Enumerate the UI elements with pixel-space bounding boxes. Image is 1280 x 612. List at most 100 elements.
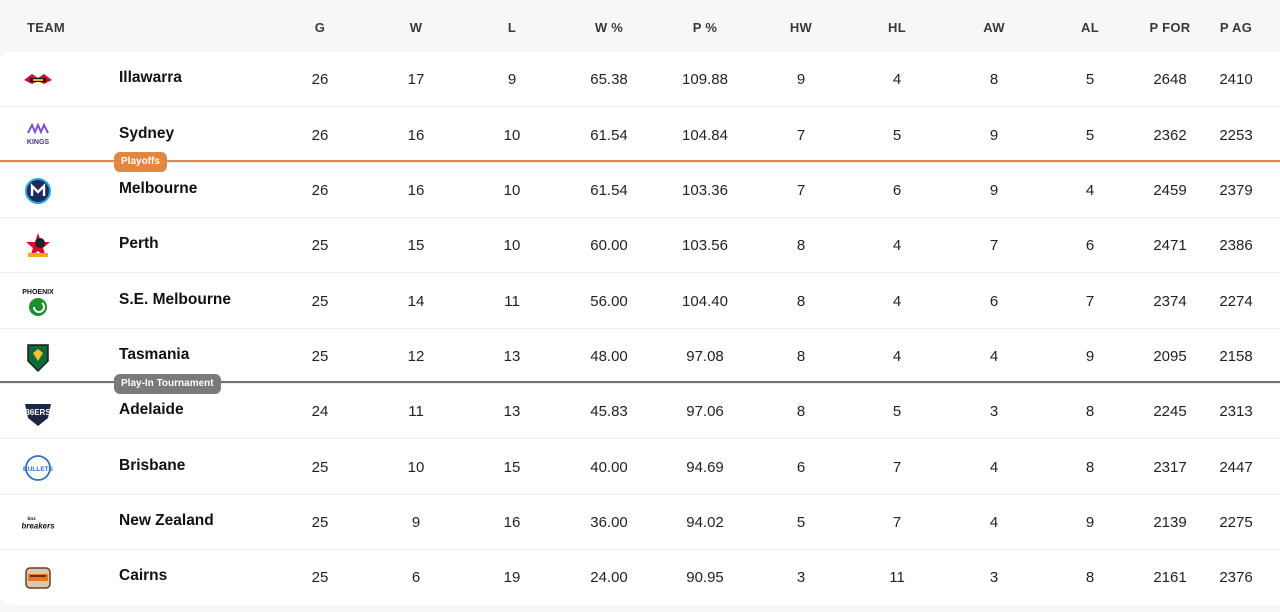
cell-wpct: 36.00 [590, 514, 628, 531]
table-row[interactable]: BULLETS Brisbane 25 10 15 40.00 94.69 6 7 4 8 2317 2… [0, 440, 1280, 495]
cell-aw: 4 [989, 459, 999, 476]
table-row[interactable]: Melbourne 26 16 10 61.54 103.36 7 6 9 4 2459 2379 [0, 163, 1280, 218]
cell-pfor: 2374 [1153, 293, 1187, 310]
cell-l: 9 [507, 71, 517, 88]
column-header-w[interactable]: W [409, 20, 423, 35]
cell-hl: 4 [892, 348, 902, 365]
table-row[interactable]: KINGS Sydney 26 16 10 61.54 104.84 7 5 9 5 2362 2253 [0, 108, 1280, 163]
cell-hl: 4 [892, 71, 902, 88]
cell-l: 19 [503, 569, 521, 586]
cell-hw: 3 [796, 569, 806, 586]
cell-hl: 11 [889, 569, 905, 586]
cell-al: 9 [1085, 514, 1095, 531]
team-name[interactable]: Sydney [119, 125, 175, 142]
table-row[interactable]: 36ERS Adelaide 24 11 13 45.83 97.06 8 5 3 8 2245 231… [0, 384, 1280, 439]
column-header-team[interactable]: TEAM [27, 20, 66, 35]
team-name[interactable]: Brisbane [119, 457, 186, 474]
table-row[interactable]: bnz breakers New Zealand 25 9 16 36.00 94.02 5 7 4… [0, 495, 1280, 550]
cell-hw: 7 [796, 127, 806, 144]
table-row[interactable]: Perth 25 15 10 60.00 103.56 8 4 7 6 2471 2386 [0, 218, 1280, 273]
column-header-g[interactable]: G [314, 20, 326, 35]
cell-pag: 2379 [1219, 182, 1253, 199]
cell-ppct: 104.40 [682, 293, 728, 310]
cell-ppct: 103.56 [682, 237, 728, 254]
cell-hw: 8 [796, 237, 806, 254]
cell-l: 10 [503, 182, 521, 199]
cell-pfor: 2095 [1153, 348, 1187, 365]
united-logo [22, 175, 54, 207]
cell-wpct: 40.00 [590, 459, 628, 476]
team-name[interactable]: S.E. Melbourne [119, 291, 231, 308]
cell-pag: 2410 [1219, 71, 1253, 88]
cell-pag: 2275 [1219, 514, 1253, 531]
cell-pag: 2447 [1219, 459, 1253, 476]
cell-pag: 2253 [1219, 127, 1253, 144]
36ers-logo: 36ERS [22, 396, 54, 428]
column-header-hw[interactable]: HW [789, 20, 813, 35]
cell-hw: 6 [796, 459, 806, 476]
taipans-logo [22, 562, 54, 594]
cell-hw: 8 [796, 348, 806, 365]
table-row[interactable]: PHOENIX S.E. Melbourne 25 14 11 56.00 104.40 8 4… [0, 274, 1280, 329]
column-header-hl[interactable]: HL [888, 20, 906, 35]
wildcats-logo [22, 230, 54, 262]
cell-wpct: 24.00 [590, 569, 628, 586]
cell-al: 4 [1085, 182, 1095, 199]
cell-hw: 7 [796, 182, 806, 199]
cell-al: 8 [1085, 569, 1095, 586]
cell-hl: 7 [892, 459, 902, 476]
column-header-l[interactable]: L [507, 20, 517, 35]
cell-hl: 6 [892, 182, 902, 199]
cell-pfor: 2471 [1153, 237, 1187, 254]
cell-g: 26 [311, 182, 329, 199]
cell-l: 10 [503, 237, 521, 254]
play-in-badge: Play-In Tournament [114, 374, 221, 394]
cell-ppct: 97.06 [686, 403, 724, 420]
cell-pfor: 2459 [1153, 182, 1187, 199]
cell-hl: 5 [892, 403, 902, 420]
table-row[interactable]: Tasmania 25 12 13 48.00 97.08 8 4 4 9 2095 2158 [0, 329, 1280, 384]
cell-g: 25 [311, 514, 329, 531]
team-name[interactable]: Illawarra [119, 69, 182, 86]
cell-wpct: 65.38 [590, 71, 628, 88]
phoenix-logo: PHOENIX [22, 286, 54, 318]
table-row[interactable]: Cairns 25 6 19 24.00 90.95 3 11 3 8 2161 2376 [0, 550, 1280, 605]
svg-text:bnz: bnz [27, 516, 36, 522]
cell-pag: 2376 [1219, 569, 1253, 586]
cell-g: 25 [311, 237, 329, 254]
team-name[interactable]: New Zealand [119, 512, 214, 529]
team-name[interactable]: Perth [119, 235, 159, 252]
svg-text:KINGS: KINGS [27, 139, 50, 146]
cell-w: 16 [407, 182, 425, 199]
cell-hl: 7 [892, 514, 902, 531]
cell-g: 25 [311, 348, 329, 365]
column-header-al[interactable]: AL [1081, 20, 1099, 35]
cell-g: 26 [311, 71, 329, 88]
cell-pfor: 2648 [1153, 71, 1187, 88]
cell-pfor: 2161 [1153, 569, 1187, 586]
column-header-ppct[interactable]: P % [692, 20, 718, 35]
cell-aw: 3 [989, 403, 999, 420]
team-name[interactable]: Tasmania [119, 346, 190, 363]
cell-l: 16 [503, 514, 521, 531]
cell-ppct: 103.36 [682, 182, 728, 199]
team-name[interactable]: Cairns [119, 567, 168, 584]
kings-logo: KINGS [22, 120, 54, 152]
column-header-wpct[interactable]: W % [594, 20, 624, 35]
cell-hl: 4 [892, 293, 902, 310]
cell-pfor: 2139 [1153, 514, 1187, 531]
team-name[interactable]: Melbourne [119, 180, 198, 197]
cell-aw: 9 [989, 182, 999, 199]
cell-l: 13 [503, 403, 521, 420]
cell-aw: 6 [989, 293, 999, 310]
cell-w: 11 [408, 403, 424, 420]
column-header-pfor[interactable]: P FOR [1149, 20, 1191, 35]
team-name[interactable]: Adelaide [119, 401, 184, 418]
column-header-aw[interactable]: AW [983, 20, 1005, 35]
cell-g: 24 [311, 403, 329, 420]
column-header-pag[interactable]: P AG [1219, 20, 1253, 35]
table-row[interactable]: Illawarra 26 17 9 65.38 109.88 9 4 8 5 2648 2410 [0, 52, 1280, 107]
cell-al: 7 [1085, 293, 1095, 310]
cell-ppct: 97.08 [686, 348, 724, 365]
